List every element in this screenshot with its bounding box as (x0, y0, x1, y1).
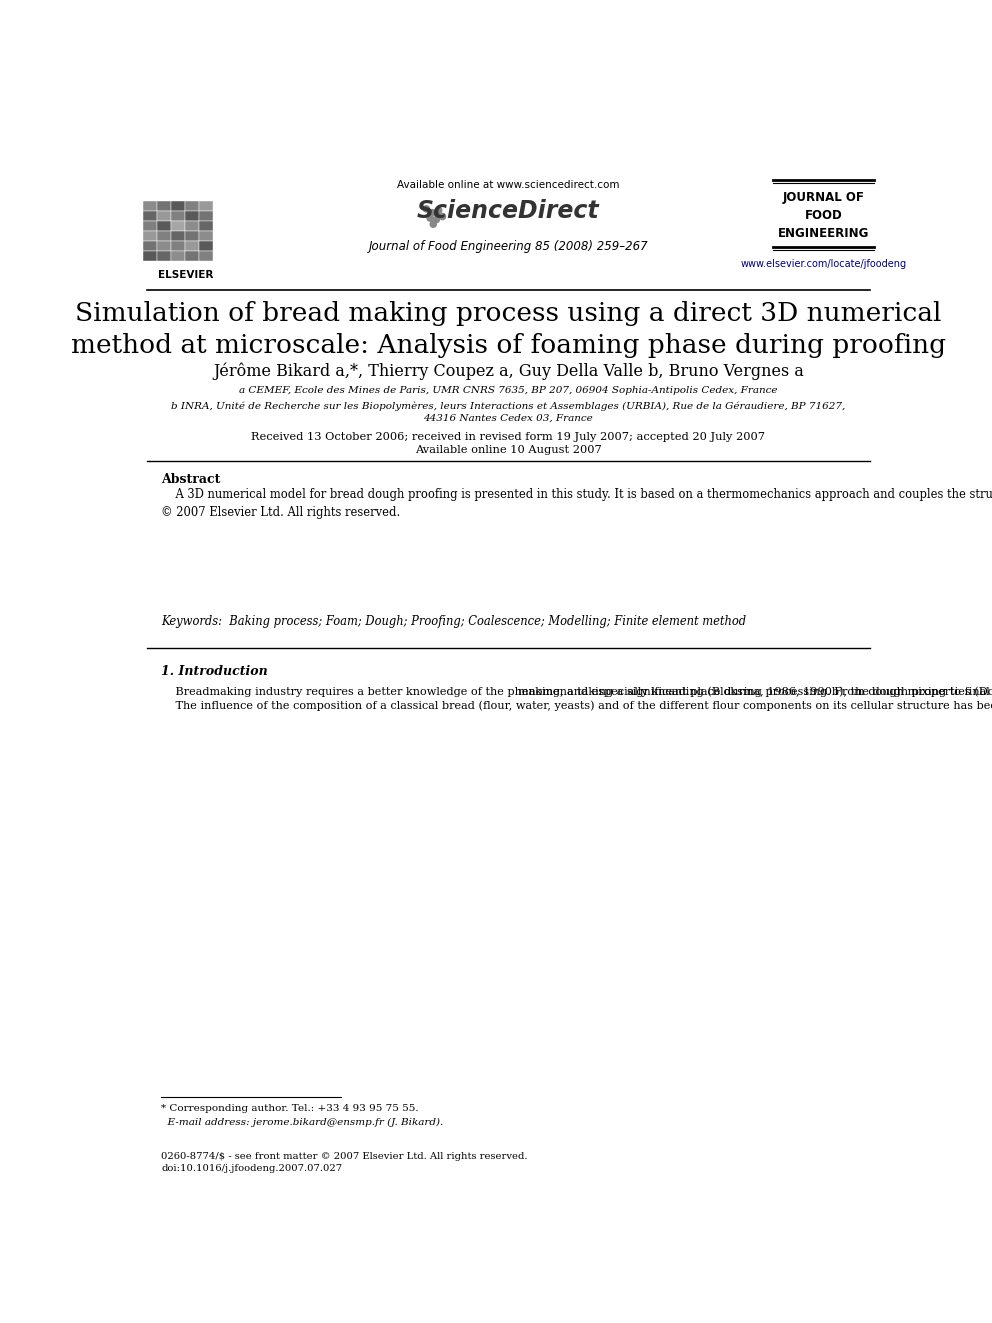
Bar (158, 251, 172, 261)
Text: Received 13 October 2006; received in revised form 19 July 2007; accepted 20 Jul: Received 13 October 2006; received in re… (251, 433, 766, 455)
Text: b INRA, Unité de Recherche sur les Biopolymères, leurs Interactions et Assemblag: b INRA, Unité de Recherche sur les Biopo… (172, 401, 845, 422)
Bar (172, 241, 186, 251)
Text: A 3D numerical model for bread dough proofing is presented in this study. It is : A 3D numerical model for bread dough pro… (161, 488, 992, 519)
Bar (199, 232, 213, 241)
Circle shape (430, 209, 435, 216)
Circle shape (435, 208, 441, 213)
Text: www.elsevier.com/locate/jfoodeng: www.elsevier.com/locate/jfoodeng (741, 259, 907, 269)
Text: * Corresponding author. Tel.: +33 4 93 95 75 55.: * Corresponding author. Tel.: +33 4 93 9… (161, 1105, 419, 1114)
Bar (144, 241, 158, 251)
Text: Available online at www.sciencedirect.com: Available online at www.sciencedirect.co… (397, 180, 620, 191)
Bar (186, 221, 199, 232)
Bar (186, 241, 199, 251)
Bar (172, 212, 186, 221)
Bar (144, 251, 158, 261)
Bar (186, 201, 199, 212)
Text: Breadmaking industry requires a better knowledge of the phenomena taking a signi: Breadmaking industry requires a better k… (161, 687, 992, 710)
Text: 1. Introduction: 1. Introduction (161, 665, 268, 679)
Text: 0260-8774/$ - see front matter © 2007 Elsevier Ltd. All rights reserved.
doi:10.: 0260-8774/$ - see front matter © 2007 El… (161, 1152, 528, 1174)
Circle shape (434, 217, 439, 222)
Bar (144, 201, 158, 212)
Bar (199, 241, 213, 251)
Circle shape (427, 214, 434, 221)
Bar (172, 232, 186, 241)
Text: making, and especially kneading (Bloksma, 1986, 1990b), the dough properties (Do: making, and especially kneading (Bloksma… (518, 687, 992, 697)
Text: a CEMEF, Ecole des Mines de Paris, UMR CNRS 7635, BP 207, 06904 Sophia-Antipolis: a CEMEF, Ecole des Mines de Paris, UMR C… (239, 386, 778, 394)
Text: ELSEVIER: ELSEVIER (159, 270, 213, 280)
Bar (158, 221, 172, 232)
Bar (199, 221, 213, 232)
Text: JOURNAL OF
FOOD
ENGINEERING: JOURNAL OF FOOD ENGINEERING (778, 191, 870, 239)
Bar (144, 212, 158, 221)
Bar (199, 201, 213, 212)
Bar (172, 251, 186, 261)
Bar (158, 212, 172, 221)
Text: Simulation of bread making process using a direct 3D numerical
method at microsc: Simulation of bread making process using… (70, 302, 946, 359)
Text: ScienceDirect: ScienceDirect (417, 198, 600, 222)
Text: Journal of Food Engineering 85 (2008) 259–267: Journal of Food Engineering 85 (2008) 25… (369, 239, 648, 253)
Bar (186, 251, 199, 261)
Text: Abstract: Abstract (161, 472, 220, 486)
Circle shape (439, 213, 445, 220)
Bar (158, 241, 172, 251)
Bar (158, 232, 172, 241)
Text: Keywords:  Baking process; Foam; Dough; Proofing; Coalescence; Modelling; Finite: Keywords: Baking process; Foam; Dough; P… (161, 615, 746, 628)
Bar (186, 212, 199, 221)
Circle shape (424, 206, 430, 212)
Bar (144, 221, 158, 232)
Bar (172, 221, 186, 232)
Bar (186, 232, 199, 241)
Text: Jérôme Bikard a,*, Thierry Coupez a, Guy Della Valle b, Bruno Vergnes a: Jérôme Bikard a,*, Thierry Coupez a, Guy… (213, 363, 804, 380)
Bar (144, 232, 158, 241)
Bar (172, 201, 186, 212)
Bar (199, 251, 213, 261)
Text: E-mail address: jerome.bikard@ensmp.fr (J. Bikard).: E-mail address: jerome.bikard@ensmp.fr (… (161, 1118, 443, 1127)
Bar (158, 201, 172, 212)
Bar (199, 212, 213, 221)
Circle shape (431, 221, 436, 228)
